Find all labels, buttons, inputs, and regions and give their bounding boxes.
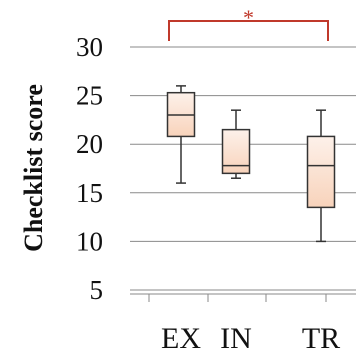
y-axis-title: Checklist score: [19, 84, 48, 252]
box-tr: [306, 135, 336, 209]
y-tick-label: 20: [76, 129, 103, 159]
box-in: [221, 128, 251, 175]
x-category-label: TR: [302, 322, 340, 355]
y-tick-label: 15: [76, 178, 103, 208]
y-tick-label: 30: [76, 32, 103, 62]
y-tick-label: 5: [90, 275, 104, 305]
x-category-label: IN: [220, 322, 252, 355]
significance-bracket: [168, 20, 329, 41]
y-tick-label: 10: [76, 226, 103, 256]
x-category-label: EX: [161, 322, 201, 355]
significance-label: *: [243, 5, 254, 30]
y-tick-label: 25: [76, 81, 103, 111]
